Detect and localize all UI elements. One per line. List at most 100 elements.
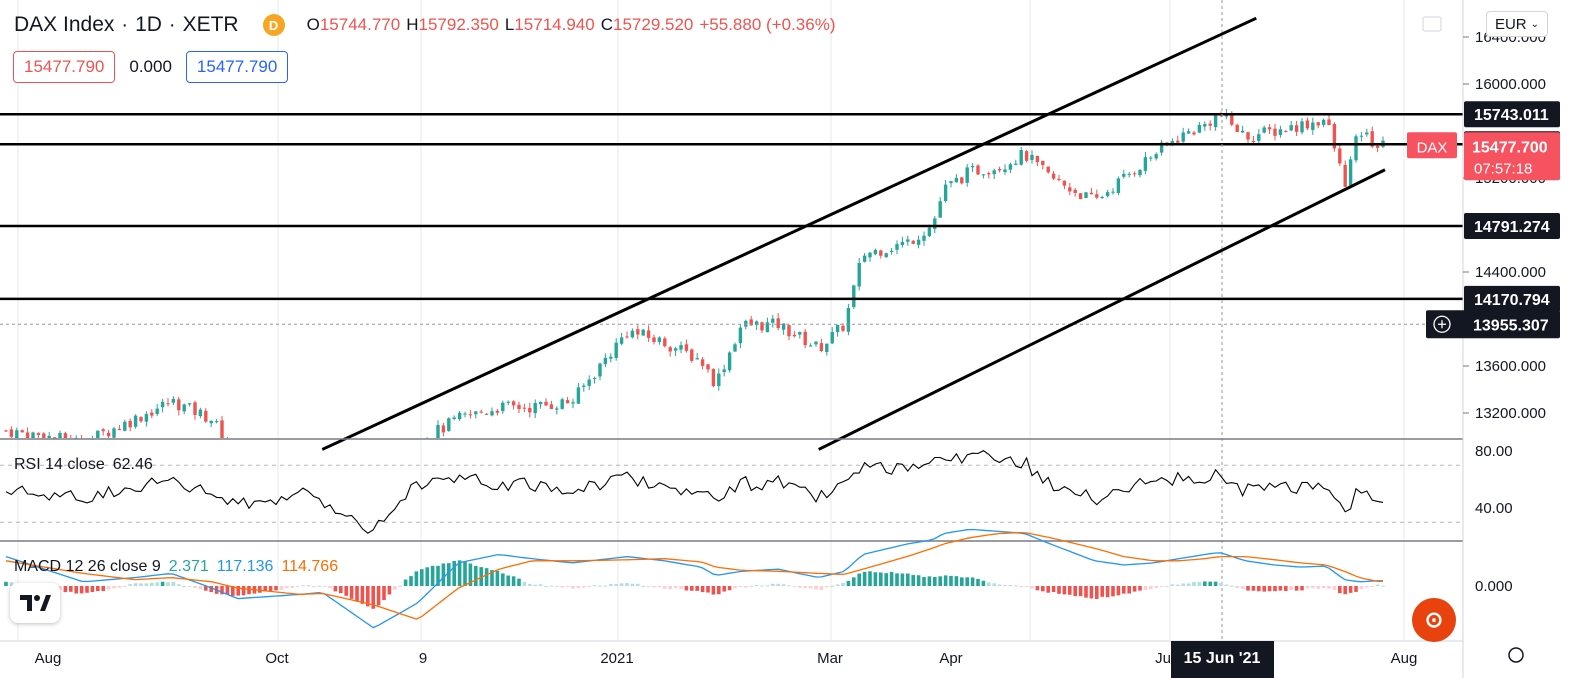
candle-body [1068,187,1072,192]
candle-body [1375,145,1380,148]
candle-body [128,420,132,428]
level-label-box[interactable] [1464,101,1560,128]
time-axis[interactable]: Aug Oct 9 2021 Mar Apr Ju Aug 15 Jun '21 [0,640,1463,678]
macd-histogram-bar [247,586,251,595]
candle-body [1257,134,1261,141]
candle-body [517,404,521,410]
macd-histogram-bar [85,586,89,593]
delayed-badge[interactable]: D [262,14,285,36]
macd-histogram-bar [997,584,1002,586]
candle-body [1311,122,1315,130]
macd-histogram-bar [1278,586,1283,591]
macd-histogram-bar [403,579,408,586]
last-price-box [1464,132,1560,181]
macd-histogram-bar [933,577,937,586]
macd-histogram-bar [1354,586,1358,592]
level-label-box[interactable] [1464,285,1560,312]
rsi-legend[interactable]: RSI 14 close 62.46 [14,456,153,474]
fullscreen-icon[interactable] [1422,16,1442,32]
candle-body [209,420,213,424]
macd-histogram-bar [1089,586,1094,599]
macd-histogram-bar [868,571,872,586]
macd-histogram-bar [187,586,192,587]
macd-histogram-bar [274,586,278,591]
candle-body [992,170,996,175]
candle-body [835,324,840,333]
macd-histogram-bar [90,586,95,593]
macd-legend[interactable]: MACD 12 26 close 9 2.371 117.136 114.766 [14,558,338,576]
macd-histogram-bar [382,586,386,601]
candle-body [1240,130,1245,133]
macd-histogram-bar [1197,582,1202,586]
tradingview-logo-icon[interactable] [10,583,60,623]
ohlc-high-value: 15792.350 [418,15,499,34]
candle-body [1370,131,1374,147]
candle-body [927,227,932,237]
time-tick-label: Aug [35,650,62,667]
candle-body [571,402,575,404]
macd-histogram-bar [393,586,397,590]
currency-select[interactable]: EUR ⌄ [1486,11,1548,37]
macd-histogram-bar [1230,585,1234,587]
candle-body [825,343,829,353]
gear-icon[interactable] [1508,647,1524,663]
candle-body [1305,120,1310,129]
time-tick-label: Apr [939,650,962,667]
candle-body [538,401,543,405]
candle-body [1127,173,1131,175]
macd-histogram-bar [663,586,667,589]
candle-body [781,323,786,330]
candle-body [1078,193,1083,200]
plus-circle-icon[interactable] [1433,315,1451,333]
macd-histogram-bar [112,586,116,589]
channel-lower-line[interactable] [818,168,1386,451]
symbol-interval[interactable]: 1D [135,13,162,36]
macd-histogram-bar [625,583,629,586]
macd-histogram-bar [285,586,289,589]
candle-body [204,410,208,422]
candle-body [447,418,451,431]
drawings[interactable] [0,0,1463,640]
candle-body [922,235,926,241]
candle-body [101,429,105,432]
macd-histogram-bar [533,584,537,586]
candle-body [182,404,186,412]
chevron-down-icon: ⌄ [1530,18,1540,30]
currency-label: EUR [1494,15,1527,33]
candle-body [495,410,500,413]
watermark-logo-icon: ⊙ [1412,598,1456,642]
macd-histogram-bar [825,586,829,588]
buy-button[interactable]: 15477.790 [185,51,289,83]
candle-body [1186,131,1191,134]
candle-body [106,432,111,437]
macd-histogram-bar [133,583,138,586]
macd-histogram-bar [1370,586,1374,587]
symbol-name[interactable]: DAX Index [14,13,115,36]
candle-body [1197,124,1202,133]
candle-body [1116,178,1121,193]
macd-histogram-bar [209,586,213,593]
rsi-value: 62.46 [112,456,153,473]
macd-histogram-bar [846,581,851,586]
macd-histogram-bar [150,582,154,586]
channel-upper-line[interactable] [321,16,1257,451]
macd-histogram-bar [614,584,618,586]
macd-histogram-bar [1051,586,1056,593]
level-label-box[interactable] [1464,213,1560,240]
macd-histogram-bar [603,585,608,587]
price-axis[interactable]: 16400.00016000.00015200.00014400.0001360… [1407,0,1560,678]
macd-histogram-bar [1111,586,1115,597]
macd-histogram-bar [1046,586,1050,593]
candle-body [657,337,662,342]
crosshair-label-box[interactable] [1426,310,1560,339]
candle-body [15,430,19,438]
macd-histogram-bar [652,586,656,588]
macd-histogram-bar [592,585,597,587]
candle-body [1154,154,1158,159]
sell-button[interactable]: 15477.790 [13,51,116,83]
candle-body [1332,124,1337,149]
ohlc-high: H15792.350 [406,15,499,34]
rsi-scale-label: 80.00 [1475,443,1513,460]
candle-body [592,377,597,379]
